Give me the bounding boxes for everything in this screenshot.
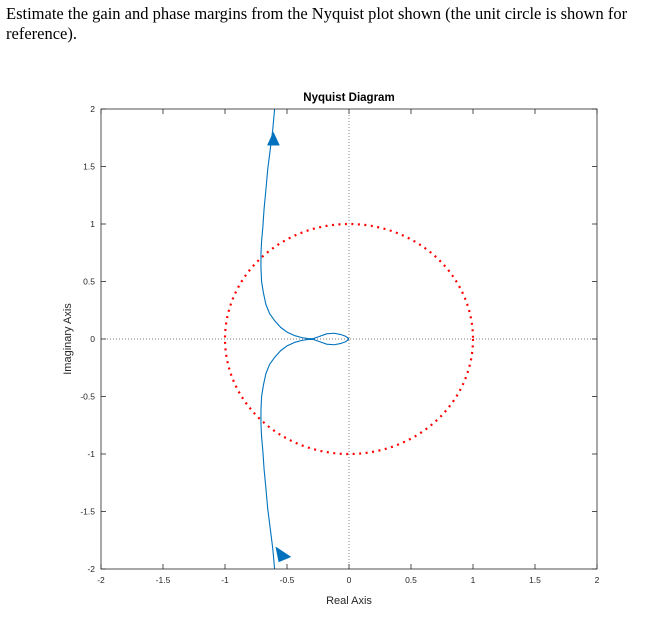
- y-tick-label: 1: [90, 219, 95, 229]
- chart-title: Nyquist Diagram: [303, 92, 394, 104]
- x-tick-label: -0.5: [280, 575, 295, 585]
- y-tick-label: 2: [90, 104, 95, 114]
- x-tick-label: -1: [221, 575, 229, 585]
- y-tick-label: 0: [90, 334, 95, 344]
- x-axis-label: Real Axis: [326, 595, 372, 607]
- x-tick-label: -2: [97, 575, 105, 585]
- direction-arrow-1: [267, 131, 280, 146]
- x-tick-label: 2: [595, 575, 600, 585]
- series-layer: [223, 108, 475, 570]
- y-tick-label: 1.5: [83, 162, 95, 172]
- x-tick-label: 0.5: [405, 575, 417, 585]
- x-tick-label: 1: [471, 575, 476, 585]
- y-tick-label: -2: [87, 564, 95, 574]
- x-tick-labels: -2 -1.5 -1 -0.5 0 0.5 1 1.5 2: [97, 575, 599, 585]
- direction-arrow-2: [275, 546, 292, 563]
- y-tick-label: -0.5: [80, 392, 95, 402]
- y-tick-labels: 2 1.5 1 0.5 0 -0.5 -1 -1.5 -2: [80, 104, 95, 574]
- nyquist-curve-positive: [260, 108, 350, 340]
- unit-circle: [223, 222, 475, 456]
- x-tick-label: 0: [347, 575, 352, 585]
- y-tick-label: -1: [87, 449, 95, 459]
- y-axis-label: Imaginary Axis: [62, 303, 74, 375]
- y-tick-label: 0.5: [83, 277, 95, 287]
- question-text: Estimate the gain and phase margins from…: [6, 4, 628, 43]
- x-tick-label: 1.5: [529, 575, 541, 585]
- nyquist-curve-negative: [260, 338, 350, 570]
- y-tick-label: -1.5: [80, 507, 95, 517]
- plot-area-box: [100, 108, 598, 570]
- x-tick-label: -1.5: [156, 575, 171, 585]
